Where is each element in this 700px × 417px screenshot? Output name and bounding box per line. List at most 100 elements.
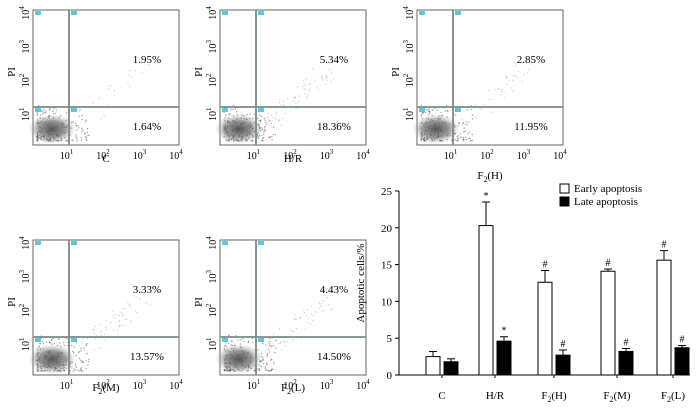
- scatter-point: [47, 362, 49, 364]
- scatter-point: [253, 121, 255, 124]
- scatter-point: [258, 364, 260, 366]
- scatter-point: [278, 120, 280, 122]
- scatter-point: [268, 136, 270, 138]
- scatter-point: [231, 347, 233, 350]
- scatter-point: [314, 311, 316, 313]
- scatter-point: [39, 360, 41, 362]
- scatter-point: [241, 122, 244, 125]
- scatter-point: [264, 121, 267, 124]
- scatter-point: [257, 132, 259, 134]
- scatter-point: [258, 134, 261, 137]
- scatter-point: [65, 360, 67, 362]
- scatter-point: [81, 342, 83, 344]
- early-apoptosis-bar: [478, 225, 494, 376]
- early-apoptosis-bar: [656, 259, 672, 376]
- scatter-point: [269, 340, 271, 343]
- scatter-point: [230, 108, 232, 110]
- scatter-point: [126, 318, 128, 320]
- category-label: C: [438, 390, 445, 402]
- scatter-point: [65, 126, 67, 128]
- scatter-point: [236, 363, 238, 366]
- scatter-point: [440, 140, 442, 142]
- scatter-point: [247, 340, 250, 342]
- scatter-point: [86, 353, 89, 355]
- scatter-point: [46, 130, 49, 132]
- category-label: H/R: [486, 390, 505, 402]
- scatter-point: [227, 135, 230, 137]
- scatter-point: [122, 313, 124, 315]
- y-tick-label: 20: [381, 223, 393, 235]
- scatter-point: [53, 136, 55, 139]
- scatter-point: [248, 366, 250, 368]
- y-tick-exponent: 3: [18, 270, 26, 274]
- scatter-point: [53, 370, 55, 372]
- scatter-point: [420, 127, 422, 129]
- x-tick-label: 102: [283, 148, 297, 162]
- gate-handle: [35, 241, 41, 245]
- scatter-point: [225, 139, 227, 141]
- y-tick-base: 10: [21, 10, 32, 20]
- scatter-point: [309, 88, 311, 90]
- scatter-point: [259, 127, 261, 129]
- late-apoptosis-bar: [443, 361, 459, 376]
- scatter-point: [440, 130, 442, 132]
- scatter-point: [61, 364, 64, 367]
- scatter-point: [426, 134, 428, 136]
- scatter-point: [240, 122, 242, 125]
- scatter-point: [40, 110, 43, 112]
- scatter-point: [269, 136, 272, 138]
- scatter-point: [470, 140, 472, 142]
- scatter-point: [95, 338, 97, 340]
- x-tick-base: 10: [133, 151, 143, 162]
- scatter-point: [227, 342, 230, 345]
- scatter-point: [426, 121, 428, 123]
- scatter-point: [129, 70, 131, 72]
- scatter-point: [253, 369, 256, 371]
- scatter-point: [293, 330, 295, 332]
- scatter-point: [291, 331, 294, 333]
- scatter-point: [475, 104, 477, 106]
- y-tick-label: 101: [205, 337, 219, 351]
- scatter-point: [430, 128, 433, 130]
- scatter-point: [71, 139, 73, 141]
- x-tick-label: 104: [356, 148, 370, 162]
- scatter-point: [273, 116, 275, 118]
- scatter-point: [268, 351, 271, 353]
- scatter-point: [88, 360, 90, 363]
- scatter-point: [290, 109, 292, 111]
- scatter-point: [447, 135, 449, 137]
- scatter-point: [276, 111, 278, 113]
- scatter-point: [56, 370, 58, 372]
- scatter-point: [226, 121, 229, 124]
- scatter-point: [100, 118, 102, 120]
- scatter-point: [490, 111, 492, 113]
- scatter-point: [245, 357, 247, 359]
- scatter-point: [512, 90, 514, 92]
- scatter-point: [469, 131, 471, 133]
- scatter-point: [279, 98, 281, 100]
- y-tick-base: 10: [21, 240, 32, 250]
- scatter-point: [295, 108, 297, 110]
- scatter-point: [110, 321, 112, 323]
- y-tick-exponent: 2: [18, 73, 26, 77]
- scatter-point: [224, 369, 227, 371]
- x-tick-base: 10: [247, 381, 257, 392]
- scatter-point: [53, 129, 56, 131]
- scatter-point: [461, 119, 463, 121]
- scatter-point: [241, 350, 243, 352]
- scatter-point: [124, 318, 126, 320]
- category-label-suffix: (M): [613, 390, 630, 402]
- scatter-point: [229, 113, 231, 115]
- scatter-point: [423, 125, 425, 127]
- scatter-point: [328, 303, 330, 305]
- scatter-point: [86, 337, 88, 339]
- gate-handle: [258, 11, 264, 15]
- scatter-point: [431, 139, 434, 141]
- scatter-point: [53, 364, 55, 366]
- y-tick-exponent: 2: [205, 303, 213, 307]
- x-tick-base: 10: [480, 151, 490, 162]
- x-tick-label: 102: [283, 378, 297, 392]
- panel-label-suffix: (M): [102, 382, 119, 394]
- scatter-point: [235, 138, 238, 141]
- scatter-point: [108, 88, 110, 90]
